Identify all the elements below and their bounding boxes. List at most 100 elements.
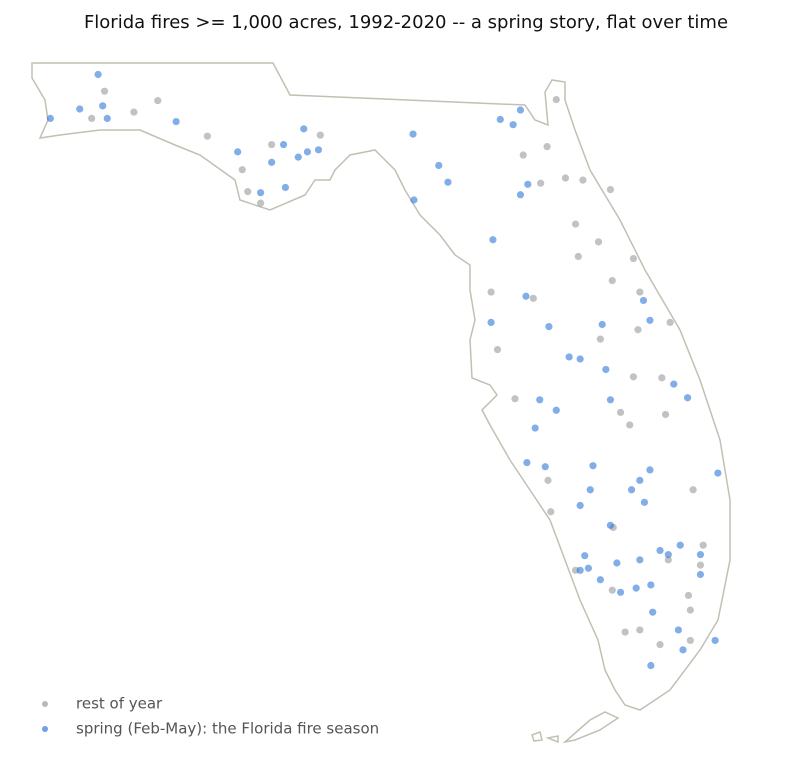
fire-point	[99, 102, 107, 110]
legend-label: spring (Feb-May): the Florida fire seaso…	[76, 720, 379, 738]
fire-point	[640, 498, 649, 506]
fire-point	[268, 158, 276, 166]
legend-marker	[42, 726, 48, 732]
fire-point	[689, 486, 697, 494]
fire-point	[686, 606, 694, 614]
fire-point	[316, 131, 324, 139]
fire-point	[257, 199, 265, 207]
fire-point	[658, 374, 666, 382]
fire-point	[410, 196, 418, 204]
fire-point	[537, 179, 545, 187]
fire-point	[130, 108, 138, 116]
fire-point	[552, 95, 560, 104]
fire-point	[103, 114, 111, 123]
fire-point	[596, 335, 604, 343]
fire-point	[543, 143, 551, 151]
fire-point	[94, 70, 102, 79]
fire-point	[100, 87, 109, 95]
fire-point	[522, 292, 530, 300]
fire-point	[616, 588, 625, 596]
fire-point	[679, 646, 687, 654]
fire-point	[571, 220, 580, 228]
state-outline	[31, 62, 731, 744]
fire-point	[574, 252, 582, 261]
fire-point	[647, 581, 655, 589]
fire-point	[279, 140, 288, 149]
fire-point	[496, 115, 504, 124]
fire-point	[696, 561, 705, 569]
fire-point	[646, 466, 654, 474]
fire-point	[613, 559, 621, 567]
fire-point	[656, 546, 664, 555]
fire-point	[281, 183, 290, 192]
fire-point	[674, 626, 682, 634]
fire-point	[493, 345, 502, 354]
fire-point	[516, 191, 525, 199]
fire-point	[632, 584, 640, 592]
fire-point	[552, 406, 560, 414]
fire-point	[627, 486, 636, 494]
fire-point	[172, 117, 180, 126]
keys-outline	[531, 711, 620, 744]
fire-point	[268, 140, 276, 149]
fire-point	[666, 318, 674, 326]
fire-point	[608, 276, 616, 285]
fire-point	[696, 551, 705, 559]
fire-point	[699, 541, 707, 549]
fire-point	[444, 178, 452, 186]
fire-point	[579, 176, 587, 184]
fire-point	[621, 628, 629, 636]
fire-point	[670, 380, 678, 388]
fire-point	[487, 318, 495, 326]
fire-point	[576, 501, 584, 510]
fire-point	[581, 552, 589, 560]
fire-point	[46, 114, 54, 123]
fire-point	[634, 326, 642, 334]
fire-point	[303, 148, 312, 156]
fire-point	[516, 106, 525, 114]
fire-point	[594, 238, 603, 246]
fire-point	[203, 132, 211, 140]
fire-point	[257, 189, 265, 197]
fire-point	[529, 294, 537, 302]
fire-point	[487, 288, 495, 296]
fire-point	[629, 254, 638, 263]
fire-point	[636, 556, 644, 564]
fire-point	[531, 424, 539, 432]
chart-title: Florida fires >= 1,000 acres, 1992-2020 …	[84, 12, 728, 33]
fire-point	[576, 355, 584, 363]
fire-point	[684, 591, 693, 600]
fire-point	[714, 469, 722, 477]
florida-outline	[31, 62, 731, 711]
fire-point	[636, 476, 644, 484]
fire-point	[608, 586, 616, 594]
fire-point	[76, 105, 84, 113]
legend-marker	[42, 701, 48, 707]
fire-point	[586, 486, 594, 494]
fire-point	[629, 373, 638, 381]
fire-point	[616, 408, 625, 416]
fire-point	[544, 476, 552, 484]
fire-point	[696, 570, 705, 579]
fire-point	[646, 316, 654, 324]
fire-point	[244, 188, 252, 196]
fire-point	[606, 185, 615, 194]
fire-point	[606, 521, 615, 529]
fire-point	[664, 556, 672, 564]
fire-point	[511, 395, 519, 403]
fire-point	[711, 636, 719, 645]
fire-point	[154, 97, 162, 105]
fire-point	[576, 566, 584, 574]
fire-point	[596, 576, 604, 584]
fire-point	[545, 322, 553, 331]
fire-point	[661, 410, 670, 419]
fire-point	[435, 161, 443, 170]
fire-point	[584, 564, 593, 572]
fire-point	[602, 365, 610, 374]
fire-point	[88, 114, 96, 123]
marks	[46, 70, 722, 670]
fire-point	[509, 121, 517, 129]
fire-point	[565, 353, 573, 361]
